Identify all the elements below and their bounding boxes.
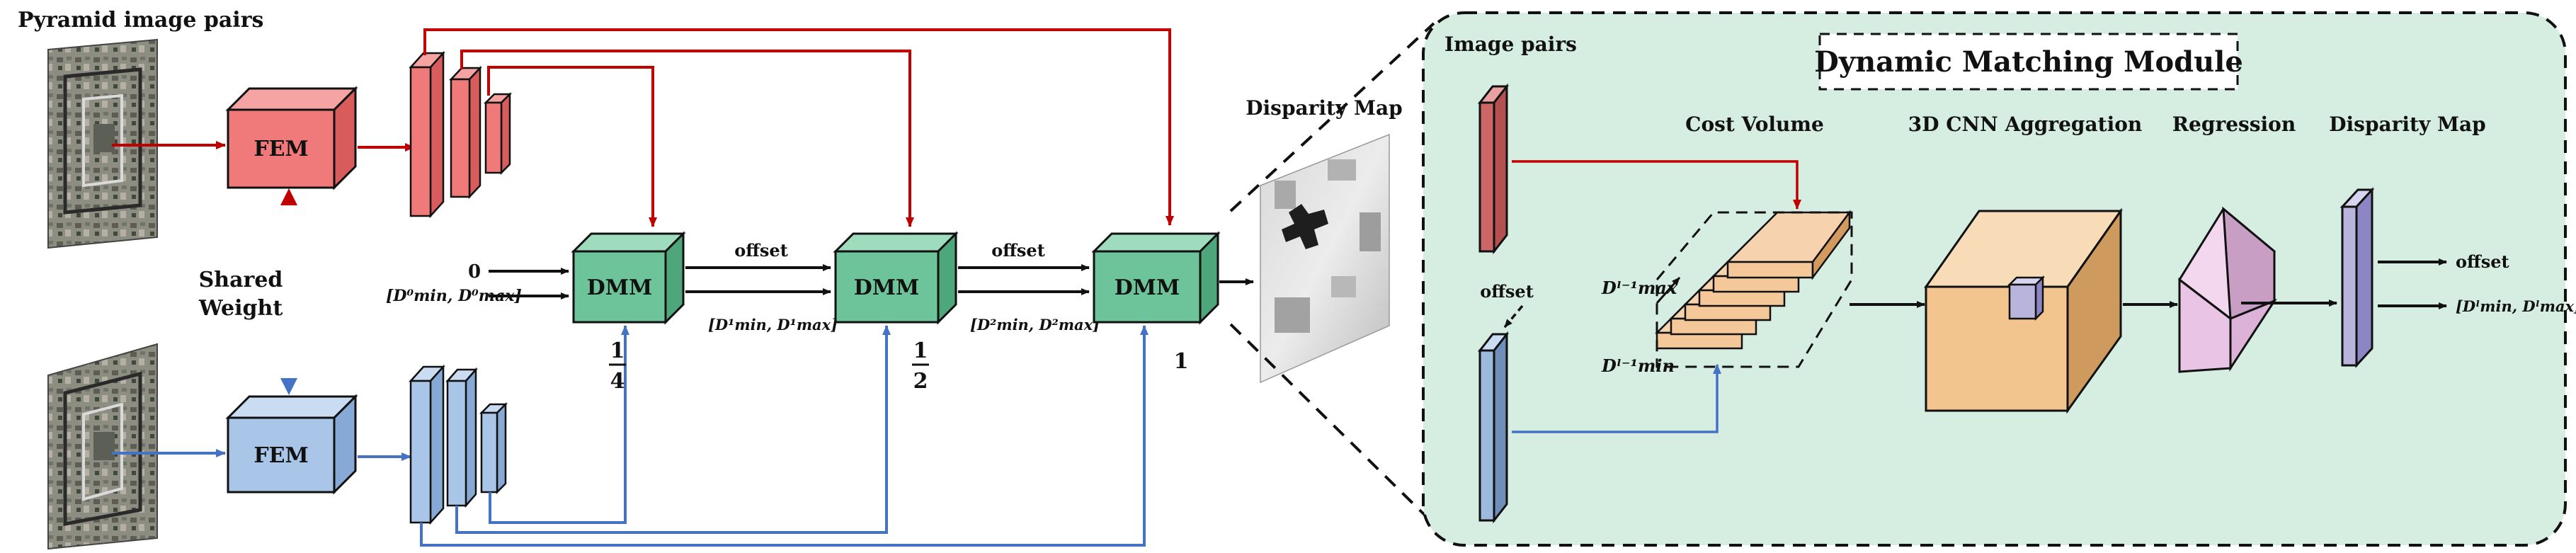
- blue-route-to-dmm-3: [420, 325, 1149, 547]
- feature-pyramid-bottom: [409, 364, 508, 525]
- pyramid-title: Pyramid image pairs: [18, 8, 263, 33]
- dmm-label-1: DMM: [587, 275, 652, 300]
- fem-label-top: FEM: [253, 137, 308, 161]
- scale-3-label: 1: [1174, 349, 1189, 374]
- disparity-map-image: [1260, 133, 1390, 384]
- regression-block: [2178, 206, 2277, 373]
- fem-block-top: FEM: [225, 86, 358, 190]
- range-1-label: [D¹min, D¹max]: [708, 316, 838, 333]
- red-arrow-to-cost-volume: [1512, 160, 1801, 210]
- module-offset-in-label: offset: [1480, 281, 1534, 302]
- module-feature-top: [1477, 83, 1510, 255]
- offset-label-1: offset: [734, 240, 788, 261]
- scale-2-numerator: 1: [913, 338, 928, 363]
- callout-line-top: [1229, 22, 1435, 212]
- feature-pyramid-top: [409, 50, 513, 219]
- module-disparity-map-block: [2340, 187, 2375, 368]
- cost-volume-stack: [1654, 210, 1852, 350]
- dmm-label-3: DMM: [1115, 275, 1180, 300]
- dmm-block-1: DMM: [571, 231, 686, 325]
- range-2-label: [D²min, D²max]: [970, 316, 1100, 333]
- satellite-image-bottom: [47, 343, 158, 550]
- cnn-aggregation-block: [1924, 207, 2123, 414]
- regression-label: Regression: [2172, 113, 2296, 136]
- module-title: Dynamic Matching Module: [1814, 45, 2243, 79]
- dmm-label-2: DMM: [854, 275, 919, 300]
- blue-route-to-dmm-1: [489, 325, 629, 524]
- blue-route-to-dmm-2: [455, 325, 891, 534]
- offset-in-arrow: [1503, 304, 1524, 329]
- module-feature-bottom: [1477, 331, 1510, 524]
- shared-weight-label-2: Weight: [198, 296, 283, 321]
- module-offset-out-label: offset: [2456, 251, 2509, 272]
- offset-label-2: offset: [991, 240, 1045, 261]
- dmax-label: Dˡ⁻¹max: [1601, 278, 1677, 298]
- dmm-block-2: DMM: [833, 231, 959, 325]
- scale-2-denominator: 2: [913, 369, 928, 394]
- red-route-to-dmm-2: [460, 50, 914, 227]
- satellite-image-top: [47, 38, 158, 249]
- range-out-label: [Dˡmin, Dˡmax]: [2456, 297, 2576, 315]
- red-route-to-dmm-3: [423, 28, 1174, 226]
- blue-arrow-to-cost-volume: [1512, 364, 1721, 433]
- image-pairs-label: Image pairs: [1444, 33, 1577, 56]
- cost-volume-dashed-outline: [1655, 211, 1853, 368]
- shared-weight-arrow-up: [280, 188, 297, 205]
- scale-1-numerator: 1: [610, 338, 625, 363]
- cnn-aggregation-label: 3D CNN Aggregation: [1908, 113, 2143, 136]
- shared-weight-arrow-down: [280, 378, 297, 395]
- dmax-pointer: [1655, 277, 1681, 304]
- fem-label-bottom: FEM: [253, 443, 308, 468]
- shared-weight-label-1: Shared: [199, 268, 283, 292]
- cost-volume-label: Cost Volume: [1685, 113, 1824, 136]
- dmin-label: Dˡ⁻¹min: [1601, 355, 1675, 376]
- module-title-box: [1818, 33, 2239, 91]
- dmm-block-3: DMM: [1091, 231, 1221, 325]
- red-route-to-dmm-1: [487, 66, 657, 227]
- scale-1-denominator: 4: [610, 369, 625, 394]
- input-zero-label: 0: [468, 261, 481, 283]
- disparity-map-label: Disparity Map: [2329, 113, 2485, 136]
- fem-block-bottom: FEM: [225, 394, 358, 495]
- disparity-map-title: Disparity Map: [1246, 96, 1402, 120]
